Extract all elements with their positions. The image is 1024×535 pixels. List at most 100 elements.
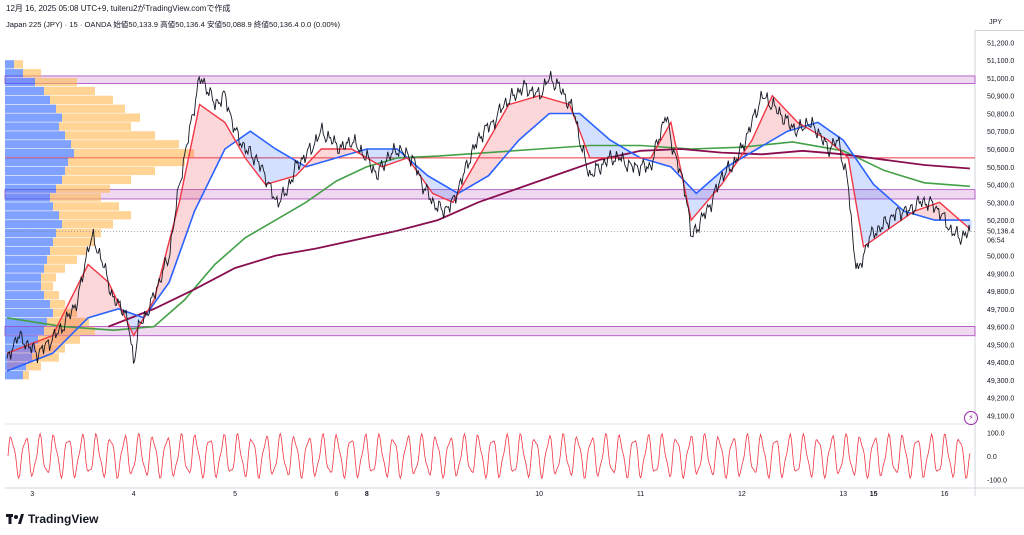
cloud-segment	[481, 145, 486, 180]
cloud-segment	[424, 172, 429, 188]
cloud-segment	[534, 96, 539, 127]
price-series-line	[6, 71, 971, 364]
price-tick-label: 49,500.0	[987, 342, 1014, 349]
cloud-segment	[286, 155, 291, 179]
blue-line	[6, 112, 970, 372]
volume-bar-blue	[5, 69, 23, 78]
volume-bar-orange	[59, 122, 131, 131]
price-zones	[4, 75, 976, 337]
price-axis[interactable]: 51,200.0 51,100.0 51,000.0 50,900.0 50,800.0…	[976, 40, 1024, 420]
volume-bar-blue	[5, 237, 53, 247]
cloud-segment	[517, 100, 522, 142]
volume-bar-orange	[62, 175, 131, 184]
red-line	[6, 94, 971, 354]
cloud-segment	[781, 105, 786, 135]
cloud-segment	[919, 207, 924, 217]
volume-bar-orange	[62, 220, 113, 229]
cloud-segment	[813, 122, 818, 135]
lightning-icon[interactable]: ⚡	[964, 411, 978, 425]
cloud-segment	[708, 179, 713, 200]
cloud-segment	[874, 185, 879, 239]
cloud-segment	[71, 288, 76, 334]
volume-bar-orange	[14, 60, 23, 69]
cloud-segment	[866, 174, 871, 245]
cloud-segment	[35, 340, 40, 360]
cloud-segment	[765, 102, 770, 145]
cloud-segment	[213, 114, 218, 172]
time-tick-label: 13	[839, 491, 847, 498]
volume-bar-orange	[41, 273, 56, 282]
cloud-segment	[201, 106, 206, 197]
cloud-segment	[878, 188, 883, 237]
volume-bar-orange	[44, 291, 59, 300]
cloud-segment	[11, 350, 16, 370]
volume-bar-orange	[71, 140, 179, 149]
volume-bar-orange	[65, 131, 155, 140]
price-tick-label: 50,700.0	[987, 129, 1014, 136]
cloud-segment	[817, 122, 822, 137]
price-tick-label: 50,600.0	[987, 147, 1014, 154]
cloud-segment	[440, 183, 445, 199]
brand-logo[interactable]: TradingView	[6, 512, 98, 526]
time-tick-label: 11	[637, 491, 644, 498]
cloud-segment	[773, 96, 778, 140]
cloud-segment	[688, 184, 693, 219]
volume-bar-orange	[23, 371, 29, 380]
cloud-segment	[493, 124, 498, 170]
volume-bar-orange	[44, 264, 65, 273]
cloud-segment	[104, 278, 109, 314]
cloud-segment	[436, 180, 441, 197]
cloud-segment	[278, 150, 283, 181]
cloud-segment	[542, 96, 547, 120]
time-tick-label: 8	[365, 491, 369, 498]
price-tick-label: 49,200.0	[987, 396, 1014, 403]
price-tick-label: 51,000.0	[987, 76, 1014, 83]
oscillator-tick-label: 0.0	[987, 454, 997, 461]
volume-bar-blue	[5, 326, 44, 335]
cloud-segment	[100, 275, 105, 315]
cloud-segment	[586, 119, 591, 158]
cloud-segment	[704, 182, 709, 205]
volume-bar-orange	[50, 193, 101, 202]
time-tick-label: 16	[941, 491, 949, 498]
volume-bar-blue	[5, 166, 65, 176]
cloud-segment	[554, 100, 559, 114]
cloud-segment	[894, 203, 899, 225]
time-axis[interactable]: 3 4 5 6 8 9 10 11 12 13 15 16	[30, 491, 948, 498]
volume-bar-orange	[26, 362, 41, 371]
cloud-segment	[84, 264, 89, 322]
time-tick-label: 9	[436, 491, 440, 498]
cloud-segment	[221, 120, 226, 156]
volume-bar-orange	[50, 95, 113, 105]
cloud-segment	[375, 149, 381, 166]
volume-bar-orange	[56, 228, 101, 238]
volume-bar-blue	[5, 299, 50, 309]
cloud-segment	[590, 123, 595, 158]
zone-2	[4, 326, 976, 337]
cloud-segment	[939, 202, 944, 221]
currency-corner: JPY	[975, 15, 1024, 31]
cloud-segment	[432, 178, 437, 196]
volume-bar-orange	[47, 317, 89, 327]
price-tick-label: 49,900.0	[987, 271, 1014, 278]
brand-name: TradingView	[28, 512, 99, 526]
cloud-segment	[444, 185, 449, 201]
cloud-segment	[890, 199, 895, 228]
maroon-ma-line	[108, 148, 970, 328]
price-tick-label: 49,400.0	[987, 360, 1014, 367]
volume-bar-orange	[59, 211, 131, 220]
cloud-segment	[262, 139, 267, 185]
oscillator-line	[7, 432, 971, 480]
ohlc-open: 始値50,133.9	[113, 20, 158, 29]
volume-bar-blue	[5, 149, 74, 158]
price-tick-label: 50,000.0	[987, 254, 1014, 261]
time-tick-label: 4	[132, 491, 136, 498]
symbol-name[interactable]: Japan 225 (JPY) · 15 · OANDA	[6, 20, 112, 29]
volume-bar-orange	[44, 86, 95, 96]
cloud-segment	[485, 138, 490, 178]
volume-bar-blue	[5, 317, 47, 327]
volume-bar-blue	[5, 95, 50, 105]
cloud-segment	[39, 339, 44, 359]
time-tick-label: 12	[738, 491, 746, 498]
